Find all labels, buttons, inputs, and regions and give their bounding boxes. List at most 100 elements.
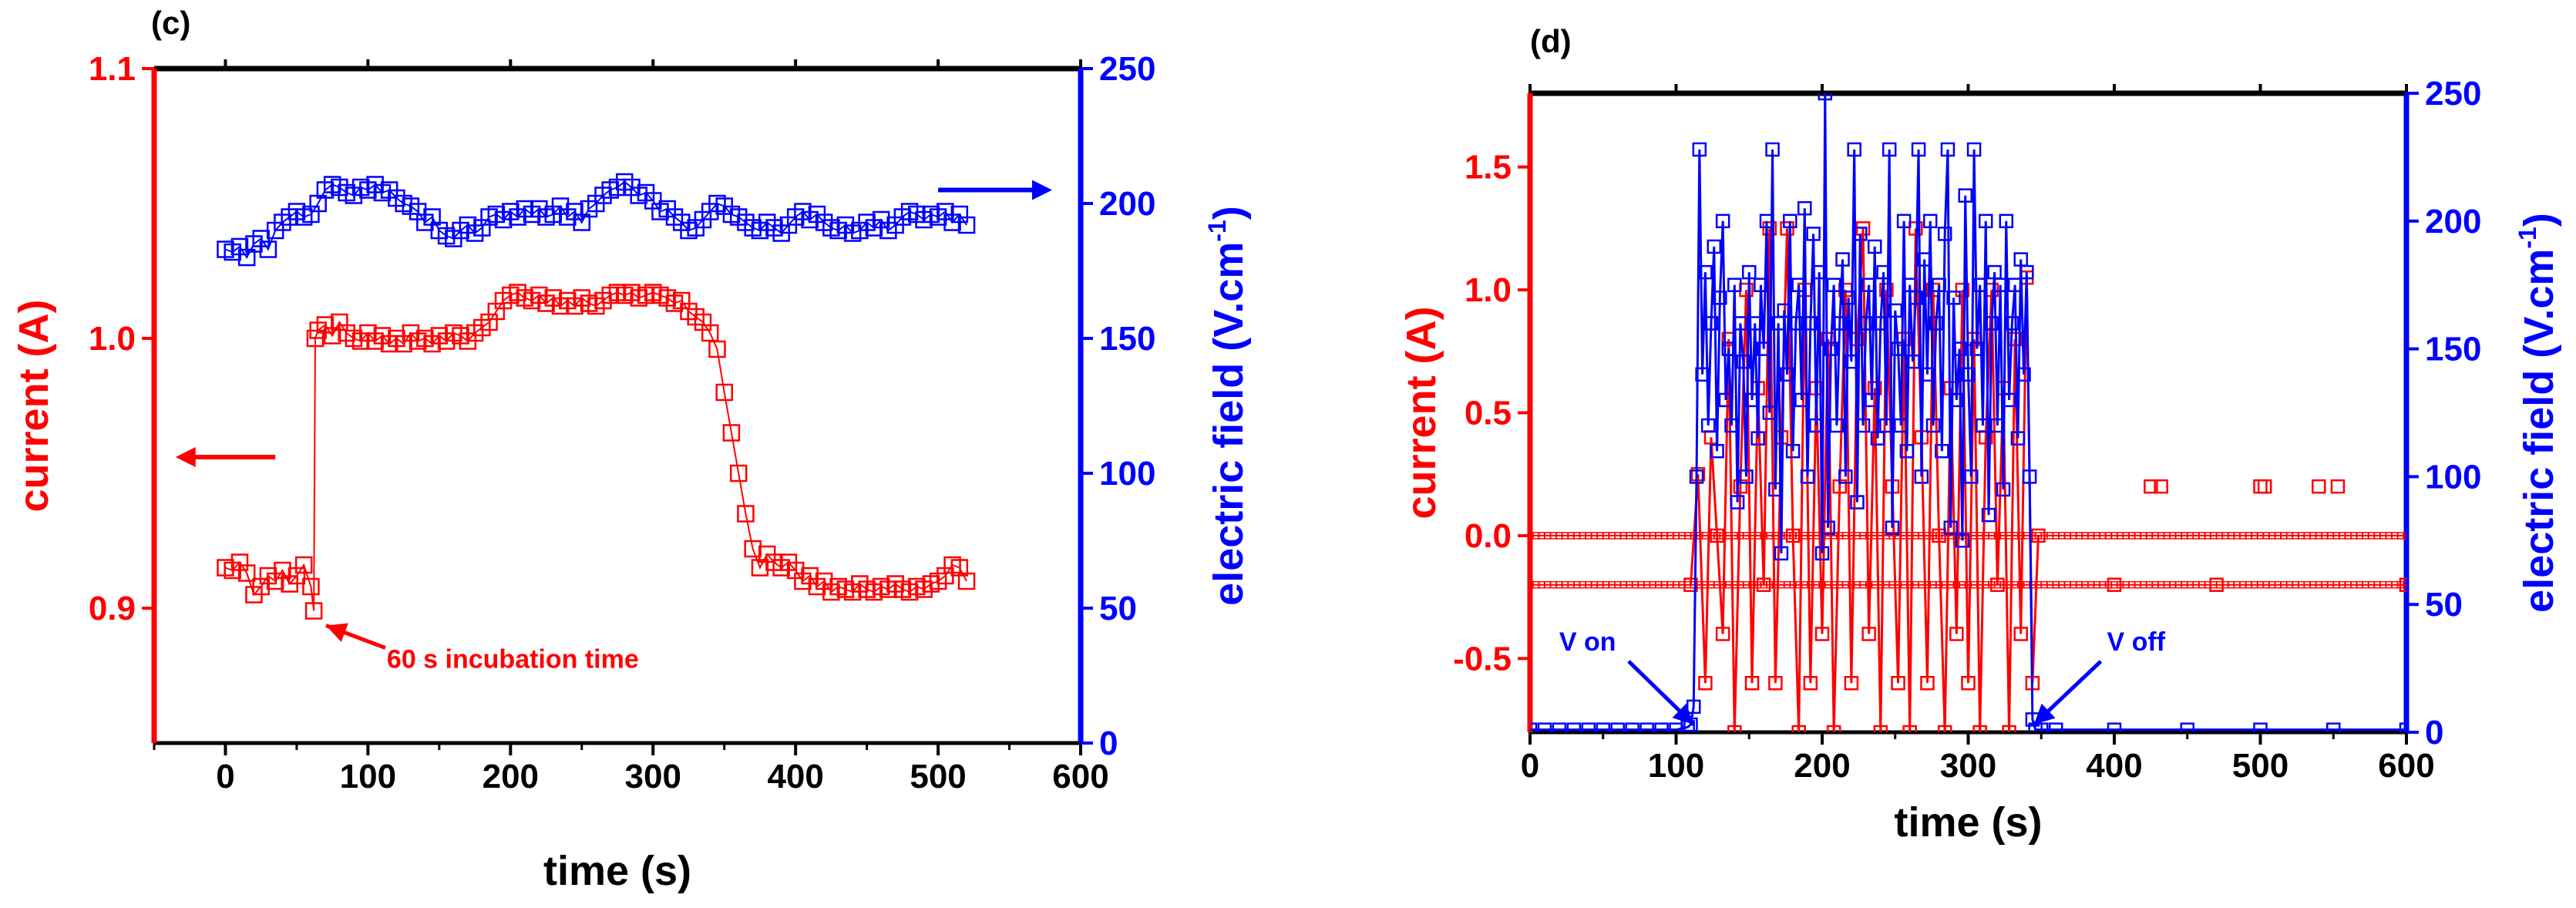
p1-electric-field-marker-70 [1853,227,1868,241]
p1-electric-field-marker-38 [1759,214,1774,229]
p1-electric-field-marker-132 [2048,722,2063,732]
p1-right-y-tick-label-1: 50 [2425,586,2463,624]
p1-current-sparse-marker-6 [2107,577,2122,592]
p1-electric-field-marker-56 [1811,264,1827,280]
p1-electric-field-marker-40 [1765,142,1780,157]
p1-electric-field-marker-106 [1958,188,1972,203]
p0-current-marker-3 [237,564,256,582]
p1-electric-field-marker-36 [1754,277,1768,292]
p1-x-tick-label-1: 100 [1648,747,1704,785]
p1-electric-field-marker-28 [1730,495,1745,509]
p1-electric-field-marker-20 [1707,239,1722,254]
p1-electric-field-marker-115 [1984,316,1999,331]
p1-electric-field-marker-113 [1978,214,1993,229]
p1-electric-field-marker-96 [1929,316,1944,331]
p1-electric-field-marker-63 [1832,316,1847,331]
p1-electric-field-marker-57 [1814,546,1830,561]
p1-electric-field-marker-131 [2034,722,2049,732]
p0-annotation-incubation: 60 s incubation time [387,645,639,674]
p1-current-marker-59 [2031,528,2046,543]
p1-electric-field-marker-127 [2019,264,2034,280]
p1-annotation-v-on: V on [1559,627,1616,657]
p1-electric-field-marker-84 [1894,418,1908,433]
p1-electric-field-marker-47 [1785,443,1801,459]
p1-electric-field-marker-30 [1736,354,1750,369]
p1-electric-field-marker-101 [1943,520,1959,535]
p1-electric-field-marker-19 [1703,316,1719,331]
p1-current-marker-42 [1932,528,1946,543]
p0-current-marker-73 [722,424,741,442]
p1-x-tick-label-3: 300 [1940,747,1996,785]
p1-electric-field-marker-83 [1891,341,1905,356]
p0-right-y-tick-label-3: 150 [1099,320,1155,358]
p1-electric-field-marker-78 [1876,264,1891,280]
p1-electric-field-marker-133 [2107,722,2122,732]
p1-electric-field-marker-22 [1713,291,1727,305]
p1-electric-field-marker-95 [1925,418,1941,433]
p0-x-axis-title: time (s) [543,848,691,894]
p1-electric-field-marker-90 [1911,142,1926,157]
p1-electric-field-marker-37 [1756,341,1771,356]
p1-current-marker-56 [2013,627,2028,641]
p1-current-sparse-marker-8 [2399,577,2406,592]
p0-x-tick-label-1: 100 [340,758,396,795]
panel-c-chart: (c) 0 100 200 300 400 500 600 0.9 1.0 1.1 0 50 100 15… [11,5,1252,894]
p1-electric-field-marker-34 [1747,316,1763,331]
p0-current-marker-75 [737,505,755,523]
p1-electric-field-marker-14 [1689,469,1704,484]
p1-electric-field-marker-55 [1809,418,1824,433]
p1-electric-field-marker-41 [1768,482,1783,497]
p0-left-y-axis-title: current (A) [11,299,57,512]
p0-current-axis-arrow-head [175,447,196,467]
p1-electric-field-marker-52 [1800,469,1815,484]
p1-current-marker-4 [1710,528,1724,543]
p1-electric-field-marker-27 [1727,277,1742,292]
p1-current-marker-33 [1879,282,1894,298]
p0-incubation-arrow-head [325,623,348,642]
p1-electric-field-marker-76 [1870,431,1885,446]
p1-electric-field-marker-29 [1733,316,1748,331]
p1-electric-field-marker-2 [1552,722,1567,732]
p1-electric-field-marker-93 [1920,367,1935,382]
p0-x-tick-label-6: 600 [1052,758,1108,795]
p1-electric-field-marker-24 [1718,392,1734,408]
p1-electric-field-marker-53 [1803,316,1818,331]
p1-electric-field-marker-81 [1885,520,1900,535]
p1-right-y-tick-label-4: 200 [2425,203,2481,240]
p0-right-y-tick-label-2: 100 [1099,455,1155,493]
p0-current-line [225,291,967,611]
p1-electric-field-marker-35 [1750,431,1765,446]
p1-electric-field-marker-110 [1969,341,1985,356]
p1-current-marker-27 [1844,675,1859,691]
p1-x-tick-label-6: 600 [2378,747,2434,785]
p1-arrow-head-v-off [2033,703,2056,725]
p1-electric-field-marker-114 [1981,507,1996,523]
p1-electric-field-marker-49 [1791,277,1806,292]
p1-current-marker-18 [1791,725,1806,732]
p1-electric-field-marker-102 [1946,291,1961,305]
p1-electric-field-marker-0 [1530,722,1538,732]
p1-x-tick-label-4: 400 [2086,747,2142,785]
p1-x-tick-label-5: 500 [2232,747,2288,785]
p1-electric-field-marker-25 [1721,341,1736,356]
p1-current-marker-40 [1920,675,1935,691]
p1-electric-field-marker-3 [1566,722,1582,732]
p0-right-y-axis-title: electric field (V.cm-1) [1203,206,1252,606]
p0-current-marker-74 [729,464,748,483]
p1-electric-field-marker-13 [1686,699,1701,715]
p1-right-y-tick-label-2: 100 [2425,458,2481,496]
p1-electric-field-marker-51 [1797,200,1812,216]
p1-electric-field-marker-100 [1940,142,1956,157]
p1-current-marker-30 [1861,627,1876,641]
p1-electric-field-marker-31 [1739,469,1754,484]
p1-electric-field-marker-46 [1783,214,1797,229]
p1-electric-field-marker-64 [1835,252,1850,267]
p1-left-y-axis-title: current (A) [1398,306,1444,519]
p1-electric-field-marker-86 [1899,443,1915,459]
p1-plot-area [1530,93,2406,732]
p0-current-marker-11 [294,556,313,574]
p1-current-marker-5 [1715,627,1730,641]
p1-electric-field-marker-18 [1700,418,1716,433]
p1-electric-field-marker-9 [1654,722,1669,732]
